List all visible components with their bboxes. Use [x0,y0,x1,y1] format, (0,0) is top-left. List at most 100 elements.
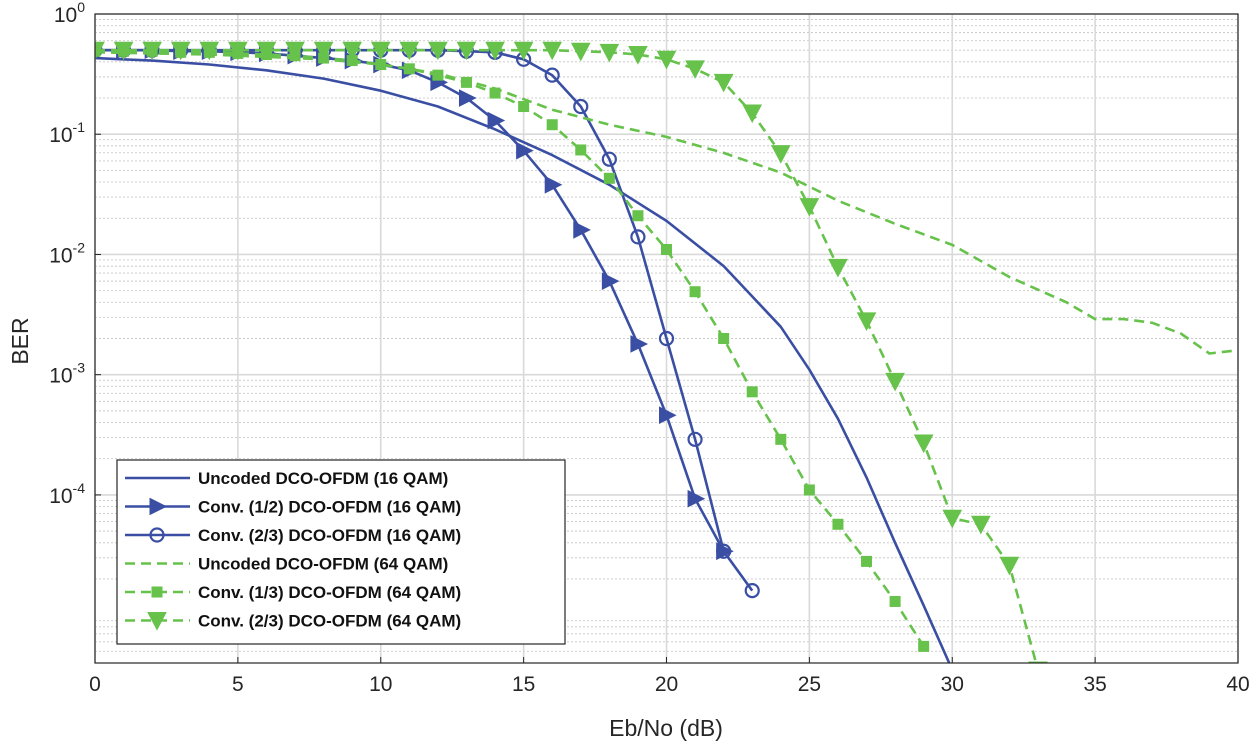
series-marker [428,41,448,61]
x-tick-label: 5 [232,673,244,696]
series-marker [856,312,877,331]
series-marker [456,41,477,61]
x-axis-label: Eb/No (dB) [609,715,723,741]
series-marker [149,527,165,543]
y-tick-label: 10-4 [49,480,85,508]
series-marker [542,41,563,61]
series-marker [285,41,305,61]
series-marker [632,210,644,222]
series-marker [544,67,560,83]
series-marker [603,172,615,184]
series-marker [570,42,591,62]
x-tick-label: 25 [798,673,821,696]
series-marker [718,333,730,344]
series-marker [687,431,703,447]
series-marker [403,63,415,75]
series-marker [828,258,848,278]
y-tick-label: 10-3 [49,360,85,388]
legend-label: Conv. (2/3) DCO-OFDM (64 QAM) [198,612,461,631]
legend-label: Uncoded DCO-OFDM (64 QAM) [198,555,448,574]
series-marker [999,556,1020,576]
legend-item: Uncoded DCO-OFDM (16 QAM) [125,469,448,488]
x-axis-ticks: 0 5 10 15 20 25 30 35 40 [89,657,1250,696]
series-marker [630,229,646,245]
legend-label: Conv. (1/3) DCO-OFDM (64 QAM) [198,583,461,602]
series-marker [458,89,477,107]
series-marker [942,509,963,529]
legend-item: Conv. (1/2) DCO-OFDM (16 QAM) [125,498,461,517]
x-tick-label: 10 [369,673,392,696]
x-tick-label: 15 [512,673,535,696]
x-tick-label: 0 [89,673,101,696]
series-marker [370,41,391,61]
series-marker [913,434,934,454]
series-marker [803,484,815,496]
series-marker [147,612,167,631]
series-marker [658,330,675,347]
x-tick-label: 35 [1083,673,1106,696]
series-marker [399,41,420,61]
x-tick-label: 30 [941,673,964,696]
legend-label: Conv. (1/2) DCO-OFDM (16 QAM) [198,498,461,517]
series-marker [659,406,677,425]
series-marker [770,145,791,164]
series-marker [487,111,506,130]
y-tick-label: 10-1 [49,119,85,147]
series-marker [313,41,334,61]
legend-label: Uncoded DCO-OFDM (16 QAM) [198,469,448,488]
series-marker [799,198,820,217]
y-axis-ticks: 100 10-1 10-2 10-3 10-4 [49,0,101,508]
series-marker [918,640,930,652]
series-6 [95,41,1048,663]
series-marker [744,583,760,599]
series-marker [518,101,530,113]
series-marker [716,543,732,559]
series-marker [601,151,617,167]
series-marker [1028,661,1048,663]
x-tick-label: 40 [1226,673,1249,696]
minor-grid [95,19,1238,652]
series-marker [375,59,387,71]
series-marker [149,497,168,516]
series-marker [713,73,734,93]
series-marker [142,41,162,61]
series-marker [630,335,649,353]
series-marker [628,46,648,65]
series-marker [689,286,701,298]
series-marker [546,119,558,131]
series-marker [573,221,591,239]
series-marker [685,60,705,79]
x-tick-label: 20 [655,673,678,696]
series-marker [687,489,706,508]
series-marker [485,41,505,61]
series-marker [432,69,444,81]
legend-item: Conv. (1/3) DCO-OFDM (64 QAM) [125,583,461,602]
series-marker [861,555,873,567]
series-1 [95,56,951,663]
series-marker [656,50,677,70]
series-marker [170,41,191,61]
series-marker [885,372,905,392]
y-tick-label: 100 [54,0,85,27]
series-marker [199,41,220,61]
series-marker [256,41,277,61]
series-marker [113,41,134,61]
series-line [95,49,925,648]
series-marker [575,144,587,156]
series-marker [889,595,901,607]
series-marker [95,41,105,61]
legend: Uncoded DCO-OFDM (16 QAM) Conv. (1/2) DCO… [116,459,566,645]
series-marker [775,433,787,445]
y-tick-label: 10-2 [49,239,85,267]
series-marker [742,104,763,124]
series-marker [746,386,758,398]
series-line [95,56,951,663]
legend-item: Conv. (2/3) DCO-OFDM (16 QAM) [125,526,461,545]
legend-item: Uncoded DCO-OFDM (64 QAM) [125,555,448,574]
series-marker [513,41,534,61]
series-marker [601,272,620,290]
series-line [95,48,1038,663]
series-marker [151,586,163,598]
series-marker [460,76,472,88]
